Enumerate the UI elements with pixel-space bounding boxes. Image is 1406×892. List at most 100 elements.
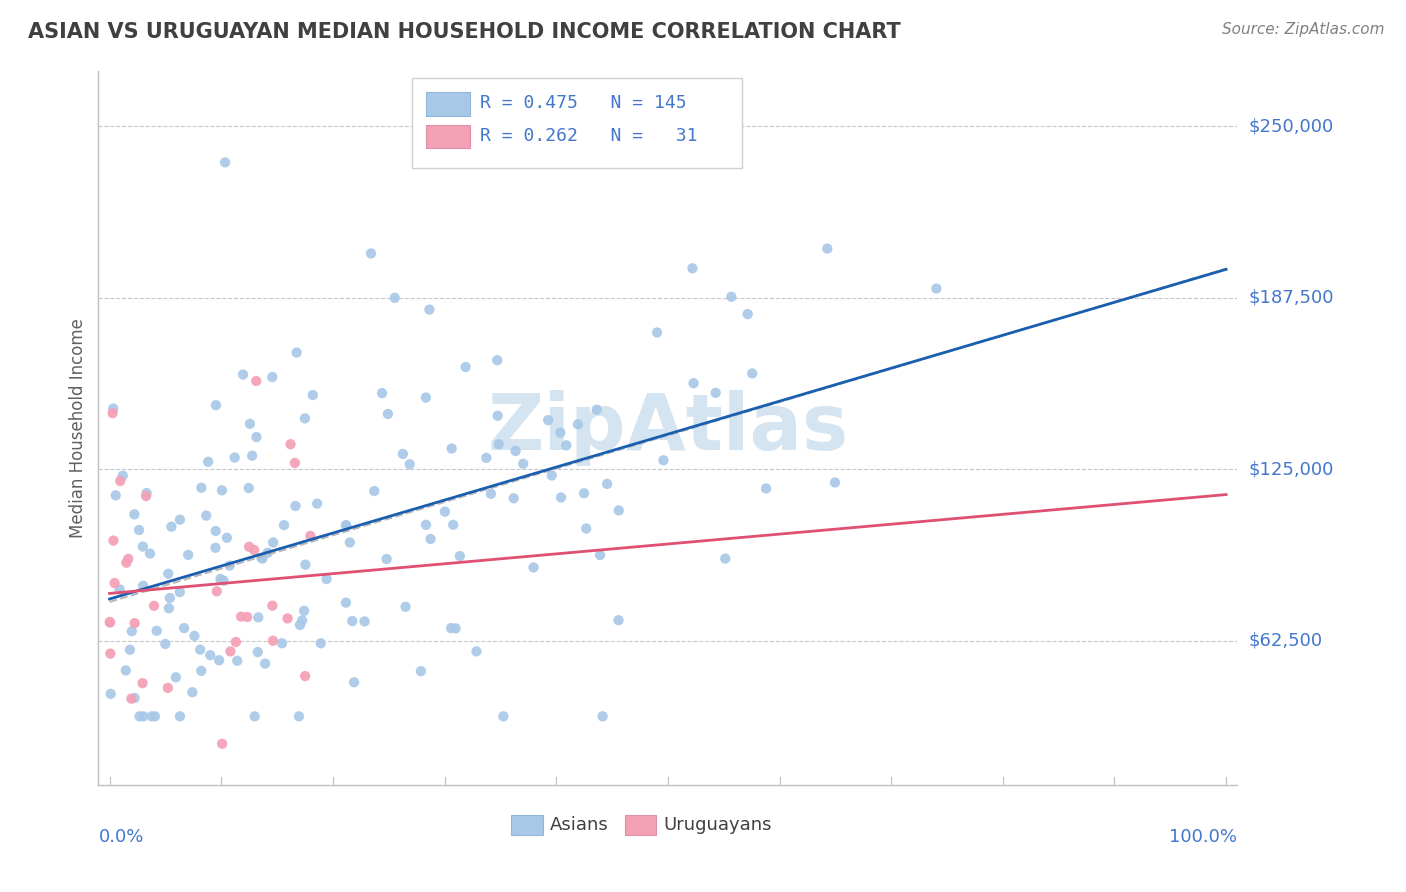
Point xyxy=(575,522,598,536)
Point xyxy=(219,644,242,658)
Point xyxy=(555,438,578,452)
Point xyxy=(157,601,180,615)
Point xyxy=(307,497,329,511)
Point xyxy=(440,442,463,456)
Point xyxy=(177,548,200,562)
Point xyxy=(288,709,311,723)
Point xyxy=(132,709,155,723)
Text: $125,000: $125,000 xyxy=(1249,460,1334,478)
Point xyxy=(449,549,471,563)
Point xyxy=(572,486,595,500)
Point xyxy=(111,468,134,483)
Point xyxy=(128,523,150,537)
Point xyxy=(124,508,146,522)
Point xyxy=(103,533,125,548)
Point xyxy=(143,709,166,723)
Text: ASIAN VS URUGUAYAN MEDIAN HOUSEHOLD INCOME CORRELATION CHART: ASIAN VS URUGUAYAN MEDIAN HOUSEHOLD INCO… xyxy=(28,22,901,42)
Point xyxy=(741,367,763,381)
Point xyxy=(204,541,226,555)
Point xyxy=(502,491,524,506)
Point xyxy=(475,450,498,465)
Point xyxy=(108,582,131,597)
Point xyxy=(103,576,125,591)
FancyBboxPatch shape xyxy=(426,92,470,116)
Point xyxy=(512,457,534,471)
Point xyxy=(240,449,263,463)
Point xyxy=(208,653,231,667)
Point xyxy=(681,261,703,276)
Point xyxy=(652,453,675,467)
Point xyxy=(465,644,488,658)
Point xyxy=(100,687,122,701)
FancyBboxPatch shape xyxy=(510,815,543,835)
Point xyxy=(139,547,162,561)
Point xyxy=(131,676,153,690)
Point xyxy=(335,518,357,533)
Point xyxy=(262,370,284,384)
Point xyxy=(205,398,228,412)
Point xyxy=(343,675,366,690)
Point xyxy=(550,425,572,440)
Point xyxy=(505,444,527,458)
Point xyxy=(204,524,226,538)
Point xyxy=(273,518,295,533)
Point xyxy=(294,558,316,572)
Point xyxy=(104,488,127,502)
Point xyxy=(537,413,560,427)
Text: Asians: Asians xyxy=(550,816,609,834)
Point xyxy=(540,468,562,483)
Point xyxy=(225,635,247,649)
Point xyxy=(415,391,437,405)
Point xyxy=(232,368,254,382)
Point xyxy=(714,551,737,566)
Point xyxy=(339,535,361,549)
Point xyxy=(596,476,619,491)
Point xyxy=(157,566,180,581)
Point xyxy=(200,648,222,663)
Point xyxy=(280,437,302,451)
Point xyxy=(121,624,143,639)
Point xyxy=(160,519,183,533)
Point xyxy=(132,540,155,554)
Point xyxy=(114,664,136,678)
Point xyxy=(226,654,249,668)
Text: $187,500: $187,500 xyxy=(1249,289,1334,307)
Point xyxy=(925,281,948,295)
Point xyxy=(294,669,316,683)
Point xyxy=(238,481,260,495)
Point xyxy=(419,532,441,546)
Point xyxy=(277,611,299,625)
Point xyxy=(132,579,155,593)
Point xyxy=(135,489,157,503)
Point xyxy=(440,621,463,635)
Point xyxy=(682,376,704,391)
Point xyxy=(262,599,284,613)
Point xyxy=(486,409,509,423)
Point xyxy=(492,709,515,723)
Point xyxy=(737,307,759,321)
Text: $62,500: $62,500 xyxy=(1249,632,1323,650)
Point xyxy=(592,709,614,723)
Point xyxy=(117,551,139,566)
Point xyxy=(342,614,364,628)
Point xyxy=(181,685,204,699)
Point xyxy=(585,402,607,417)
Text: Source: ZipAtlas.com: Source: ZipAtlas.com xyxy=(1222,22,1385,37)
FancyBboxPatch shape xyxy=(624,815,657,835)
Point xyxy=(236,610,259,624)
Point xyxy=(360,246,382,260)
Point xyxy=(124,690,146,705)
Point xyxy=(256,546,278,560)
Point xyxy=(183,629,205,643)
Point xyxy=(488,437,510,451)
Point xyxy=(409,664,432,678)
FancyBboxPatch shape xyxy=(426,125,470,148)
Point xyxy=(238,540,260,554)
Point xyxy=(292,604,315,618)
Point xyxy=(398,457,420,471)
Point xyxy=(284,499,307,513)
Text: ZipAtlas: ZipAtlas xyxy=(488,390,848,467)
Point xyxy=(224,450,246,465)
Point xyxy=(291,614,314,628)
Point xyxy=(143,599,166,613)
